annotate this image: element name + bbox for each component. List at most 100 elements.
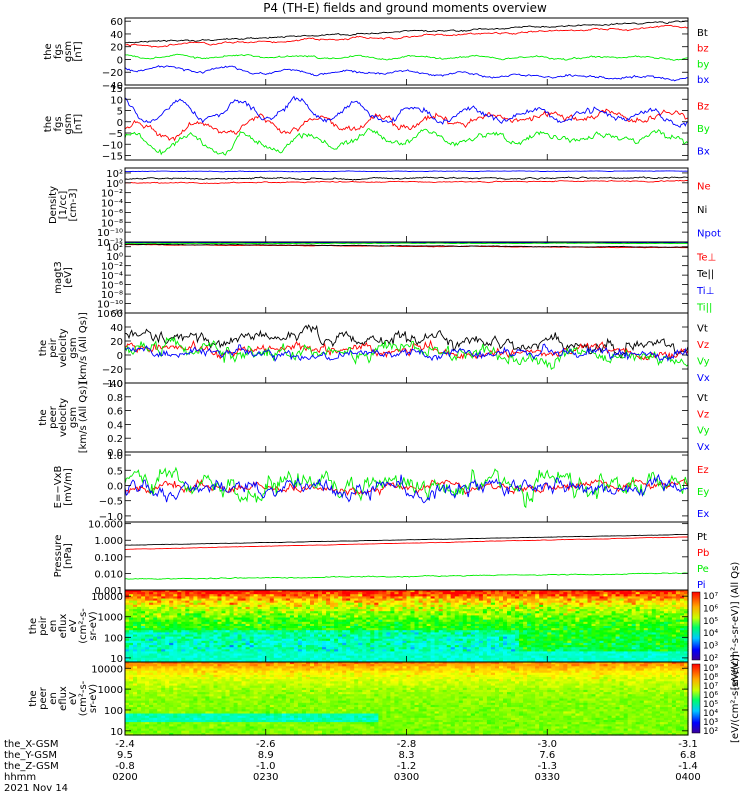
heatmap-cell [289,655,295,659]
y-axis-label-line: the [43,116,54,132]
heatmap-cell [129,611,134,614]
heatmap-cell [161,647,166,650]
heatmap-cell [362,609,367,612]
heatmap-cell [378,659,383,663]
heatmap-cell [543,640,548,644]
heatmap-cell [559,647,564,650]
heatmap-cell [285,602,291,606]
heatmap-cell [306,590,311,593]
heatmap-cell [209,613,214,616]
heatmap-cell [571,621,576,625]
heatmap-cell [225,594,231,597]
heatmap-cell [390,619,395,623]
heatmap-cell [217,600,223,604]
heatmap-cell [301,649,307,652]
heatmap-cell [458,632,464,636]
heatmap-cell [149,621,154,625]
heatmap-cell [314,640,319,644]
heatmap-cell [454,604,460,608]
y-axis-label-line: gsm [68,337,79,358]
heatmap-cell [354,619,359,623]
heatmap-cell [310,615,315,619]
heatmap-cell [253,632,259,636]
heatmap-cell [197,653,202,657]
heatmap-cell [225,632,231,636]
heatmap-cell [185,623,190,627]
heatmap-cell [378,598,383,602]
heatmap-cell [571,649,576,652]
heatmap-cell [338,630,343,633]
heatmap-cell [261,655,267,659]
heatmap-cell [442,655,448,659]
heatmap-cell [466,632,472,636]
heatmap-cell [277,619,283,623]
heatmap-cell [269,651,275,655]
heatmap-cell [318,594,323,597]
heatmap-cell [293,632,299,636]
heatmap-cell [133,653,138,657]
heatmap-cell [551,609,556,612]
heatmap-cell [374,604,379,608]
heatmap-cell [201,613,206,616]
heatmap-cell [209,594,214,597]
heatmap-cell [571,619,576,623]
heatmap-cell [277,630,283,633]
heatmap-cell [141,598,146,602]
y-tick-label: 1.000 [94,536,123,547]
heatmap-cell [430,606,436,610]
heatmap-cell [125,594,130,597]
heatmap-cell [165,640,170,644]
heatmap-cell [474,657,480,661]
heatmap-cell [306,636,311,640]
heatmap-cell [426,609,432,612]
heatmap-cell [446,602,452,606]
heatmap-cell [374,642,379,646]
heatmap-cell [402,645,408,648]
heatmap-cell [390,645,395,648]
y-axis-label-line: gsm [63,41,74,62]
heatmap-cell [490,600,496,604]
legend-label: Ez [697,465,709,476]
heatmap-cell [310,628,315,631]
heatmap-cell [458,653,464,657]
heatmap-cell [406,611,412,614]
heatmap-cell [523,619,528,623]
heatmap-cell [229,615,235,619]
heatmap-cell [350,640,355,644]
heatmap-cell [169,602,174,606]
heatmap-cell [149,623,154,627]
heatmap-cell [450,647,456,650]
series-line-Bz [124,108,689,142]
y-axis-label-line: [km/s (All Qs)] [78,312,89,384]
heatmap-cell [153,634,158,638]
heatmap-cell [418,657,424,661]
heatmap-cell [350,606,355,610]
heatmap-cell [221,638,227,642]
heatmap-cell [161,598,166,602]
heatmap-cell [559,632,564,636]
heatmap-cell [495,626,500,629]
heatmap-cell [575,655,580,659]
heatmap-cell [490,590,496,593]
heatmap-cell [213,655,219,659]
heatmap-cell [173,604,178,608]
heatmap-cell [547,609,552,612]
heatmap-cell [289,606,295,610]
heatmap-cell [515,596,520,600]
heatmap-cell [141,615,146,619]
heatmap-cell [181,621,186,625]
heatmap-cell [273,619,279,623]
heatmap-cell [414,659,420,663]
heatmap-cell [289,632,295,636]
heatmap-cell [446,621,452,625]
heatmap-cell [458,602,464,606]
heatmap-cell [354,604,359,608]
heatmap-cell [301,609,307,612]
y-tick-label: 0 [117,118,123,129]
heatmap-cell [462,640,468,644]
heatmap-cell [157,592,162,595]
y-axis-label: E=−VxB[mV/m] [53,466,74,509]
heatmap-cell [354,623,359,627]
heatmap-cell [201,600,206,604]
legend-label: Npot [697,228,721,239]
